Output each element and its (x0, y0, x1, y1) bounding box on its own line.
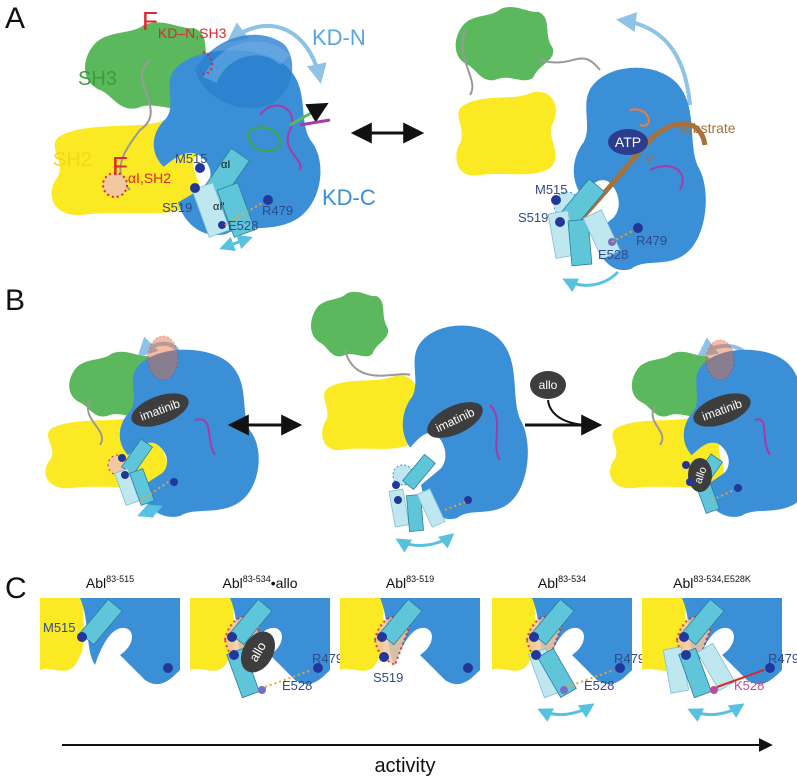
residue-label: M515 (175, 151, 208, 166)
helix-label: αI' (213, 201, 225, 213)
sh2-fragment (190, 598, 235, 671)
residue-dot (765, 663, 775, 673)
residue-dot (227, 632, 237, 642)
f-label: FKD–N,SH3 (142, 6, 227, 41)
construct-superscript: 83-534 (243, 574, 271, 584)
residue-dot (710, 686, 718, 694)
residue-dot (529, 632, 539, 642)
residue-label: S519 (518, 210, 548, 225)
helix (537, 648, 577, 698)
f-main: F (112, 151, 128, 181)
helix (229, 598, 273, 646)
panel-b-left: imatinib (45, 335, 259, 519)
helix (681, 598, 725, 646)
residue-label: R479 (262, 203, 293, 218)
residue-dot (77, 632, 87, 642)
residue-label: R479 (312, 651, 343, 666)
sh3-label: SH3 (78, 68, 117, 90)
panel-label: C (5, 572, 27, 605)
motion-arrow (537, 703, 595, 722)
construct-title: Abl83-515 (86, 574, 134, 591)
motion-arrow (687, 703, 745, 722)
sh2-fragment (492, 598, 537, 671)
construct-superscript: 83-519 (406, 574, 434, 584)
residue-dot (258, 686, 266, 694)
f-sub: KD–N,SH3 (158, 25, 227, 41)
panel-label: A (5, 2, 25, 35)
residue-dot (313, 663, 323, 673)
construct-title: Abl83-534 (538, 574, 586, 591)
residue-dot (377, 632, 387, 642)
helix (79, 598, 123, 646)
sh2-fragment (40, 598, 85, 671)
kd-c-label: KD-C (322, 185, 376, 210)
residue-label: M515 (535, 182, 568, 197)
ligand-label: allo (692, 465, 709, 485)
substrate-label: substrate (678, 120, 736, 136)
construct-superscript: 83-515 (106, 574, 134, 584)
residue-dot (229, 650, 239, 660)
residue-label: E528 (228, 218, 258, 233)
sh2-label: SH2 (53, 149, 92, 171)
residue-dot (163, 663, 173, 673)
residue-dot (531, 650, 541, 660)
construct-name: Abl (86, 575, 106, 591)
construct-superscript: 83-534,E528K (693, 574, 751, 584)
panel-b-middle: imatinib (311, 291, 528, 553)
construct-superscript: 83-534 (558, 574, 586, 584)
residue-label: E528 (598, 247, 628, 262)
panel-a-active: ATP Y substrate M515 S519 R479 E528 (455, 7, 736, 293)
residue-dot (560, 686, 568, 694)
residue-label: R479 (768, 651, 797, 666)
residue-label: E528 (584, 678, 614, 693)
ligand-label: allo (539, 378, 558, 392)
residue-dot (681, 650, 691, 660)
construct-name: Abl (538, 575, 558, 591)
helix-label: αI (221, 159, 230, 171)
residue-label: K528 (734, 678, 764, 693)
residue-label: S519 (373, 670, 403, 685)
kd-n-label: KD-N (312, 25, 366, 50)
sh2-fragment (340, 598, 385, 671)
residue-label: S519 (162, 200, 192, 215)
residue-dot (379, 652, 389, 662)
construct-name: Abl (386, 575, 406, 591)
residue-label: E528 (282, 678, 312, 693)
allo-ligand (240, 631, 276, 673)
residue-label: M515 (43, 620, 76, 635)
atp-label: ATP (615, 134, 641, 150)
salt-bridge (716, 669, 765, 688)
construct-name: Abl (673, 575, 693, 591)
residue-label: R479 (636, 233, 667, 248)
panel-label: B (5, 284, 25, 317)
residue-dot (679, 632, 689, 642)
residue-dot (463, 663, 473, 673)
y-label: Y (645, 153, 654, 168)
construct-suffix: •allo (271, 575, 298, 591)
salt-bridge (566, 669, 615, 688)
construct-title: Abl83-519 (386, 574, 434, 591)
f-sub: αI,SH2 (128, 170, 171, 186)
panel-a-inactive: FKD–N,SH3 KD-N SH3 SH2 FαI,SH2 M515 αI α… (51, 6, 376, 252)
construct-title: Abl83-534,E528K (673, 574, 751, 591)
allo-addition-arrow: allo (525, 371, 603, 436)
f-main: F (142, 6, 158, 36)
residue-label: R479 (614, 651, 645, 666)
salt-bridge (264, 669, 313, 688)
helix (696, 642, 736, 692)
helix (379, 598, 423, 646)
construct-title: Abl83-534•allo (223, 574, 298, 591)
construct-name: Abl (223, 575, 243, 591)
f-label: FαI,SH2 (112, 151, 171, 186)
helix (531, 598, 575, 646)
residue-dot (615, 663, 625, 673)
activity-label: activity (374, 755, 435, 777)
panel-b-right: imatinib allo (610, 337, 797, 517)
